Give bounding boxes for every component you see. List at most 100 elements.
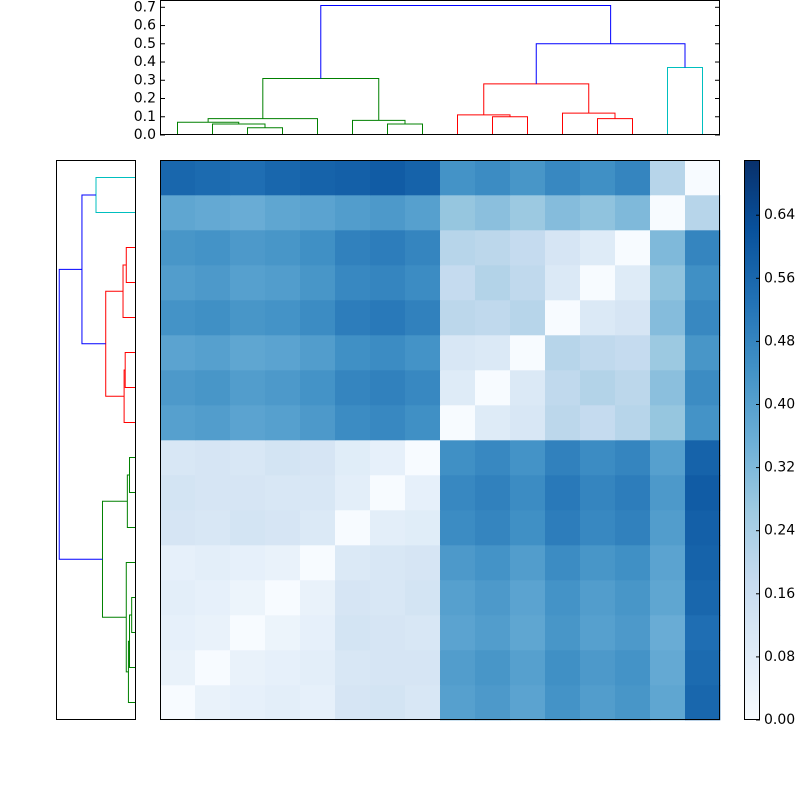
top-dendrogram-link: [535, 43, 686, 84]
colorbar-tick-label: 0.40: [764, 397, 795, 413]
heatmap-cell: [300, 545, 336, 581]
heatmap-cell: [335, 650, 371, 686]
top-dendrogram-link: [483, 83, 590, 115]
heatmap-cell: [370, 440, 406, 476]
heatmap-cell: [685, 405, 721, 441]
top-dendrogram-link: [207, 118, 318, 135]
heatmap-cell: [370, 195, 406, 231]
heatmap-cell: [195, 615, 231, 651]
heatmap-cell: [545, 545, 581, 581]
left-dendrogram-link: [129, 457, 136, 493]
heatmap-cell: [335, 300, 371, 336]
heatmap-cell: [475, 300, 511, 336]
top-dendrogram-link: [212, 123, 266, 135]
heatmap-cell: [160, 300, 196, 336]
heatmap-cell: [370, 650, 406, 686]
colorbar-tick-label: 0.56: [764, 270, 795, 286]
heatmap-cell: [265, 160, 301, 196]
heatmap-cell: [405, 265, 441, 301]
heatmap-cell: [475, 370, 511, 406]
heatmap-cell: [615, 545, 651, 581]
heatmap-cell: [265, 685, 301, 721]
left-dendrogram-link: [122, 264, 136, 318]
heatmap-cell: [230, 510, 266, 546]
heatmap-cell: [160, 335, 196, 371]
heatmap-cell: [335, 615, 371, 651]
heatmap-cell: [335, 475, 371, 511]
heatmap-cell: [545, 265, 581, 301]
heatmap-cell: [230, 265, 266, 301]
heatmap-cell: [440, 685, 476, 721]
y-tick-label: 0.3: [134, 72, 156, 88]
heatmap-cell: [475, 195, 511, 231]
heatmap-cell: [615, 370, 651, 406]
y-tick-label: 0.6: [134, 18, 156, 34]
heatmap-cell: [300, 440, 336, 476]
heatmap-cell: [440, 195, 476, 231]
heatmap-cell: [160, 265, 196, 301]
heatmap-cell: [510, 440, 546, 476]
heatmap-cell: [685, 440, 721, 476]
heatmap-cell: [300, 580, 336, 616]
heatmap-cell: [475, 615, 511, 651]
heatmap-cell: [230, 370, 266, 406]
heatmap-cell: [300, 335, 336, 371]
heatmap-cell: [265, 650, 301, 686]
heatmap-cell: [440, 335, 476, 371]
left-dendrogram-link: [129, 614, 136, 668]
left-dendrogram-link: [124, 352, 136, 388]
heatmap-cell: [335, 580, 371, 616]
heatmap-cell: [265, 405, 301, 441]
heatmap-cell: [195, 160, 231, 196]
heatmap-cell: [685, 615, 721, 651]
heatmap-cell: [580, 510, 616, 546]
heatmap-cell: [510, 265, 546, 301]
heatmap-cell: [160, 405, 196, 441]
heatmap-cell: [195, 475, 231, 511]
heatmap-cell: [580, 265, 616, 301]
heatmap-cell: [615, 685, 651, 721]
heatmap-cell: [370, 230, 406, 266]
heatmap-cell: [370, 475, 406, 511]
y-tick-label: 0.0: [134, 127, 156, 143]
heatmap-cell: [580, 300, 616, 336]
heatmap-cell: [195, 650, 231, 686]
left-dendrogram-link: [95, 177, 136, 213]
heatmap-cell: [160, 195, 196, 231]
heatmap-cell: [545, 370, 581, 406]
heatmap-cell: [685, 580, 721, 616]
heatmap-cell: [440, 160, 476, 196]
left-dendrogram-link: [126, 474, 136, 528]
heatmap-cell: [300, 230, 336, 266]
heatmap-cell: [475, 685, 511, 721]
heatmap-cell: [370, 335, 406, 371]
heatmap-cell: [160, 650, 196, 686]
heatmap-cell: [195, 335, 231, 371]
left-dendrogram-link: [125, 247, 136, 283]
heatmap-cell: [300, 370, 336, 406]
heatmap-cell: [440, 475, 476, 511]
heatmap-cell: [300, 300, 336, 336]
heatmap-cell: [195, 685, 231, 721]
heatmap-cell: [650, 300, 686, 336]
heatmap-cell: [580, 580, 616, 616]
heatmap-cell: [545, 615, 581, 651]
heatmap-cell: [650, 685, 686, 721]
heatmap-cell: [265, 195, 301, 231]
left-dendrogram-link: [58, 268, 103, 560]
heatmap-cell: [685, 510, 721, 546]
heatmap-cell: [195, 405, 231, 441]
heatmap-cell: [475, 160, 511, 196]
heatmap-cell: [650, 160, 686, 196]
heatmap-cell: [195, 370, 231, 406]
dendrograms: [58, 4, 703, 703]
heatmap-cell: [510, 475, 546, 511]
heatmap-frame: [160, 160, 720, 720]
left-dendrogram-frame: [56, 160, 136, 720]
colorbar-tick-label: 0.64: [764, 207, 795, 223]
heatmap-cell: [650, 265, 686, 301]
heatmap-cell: [580, 545, 616, 581]
top-dendrogram-link: [597, 118, 633, 135]
heatmap-cell: [510, 370, 546, 406]
